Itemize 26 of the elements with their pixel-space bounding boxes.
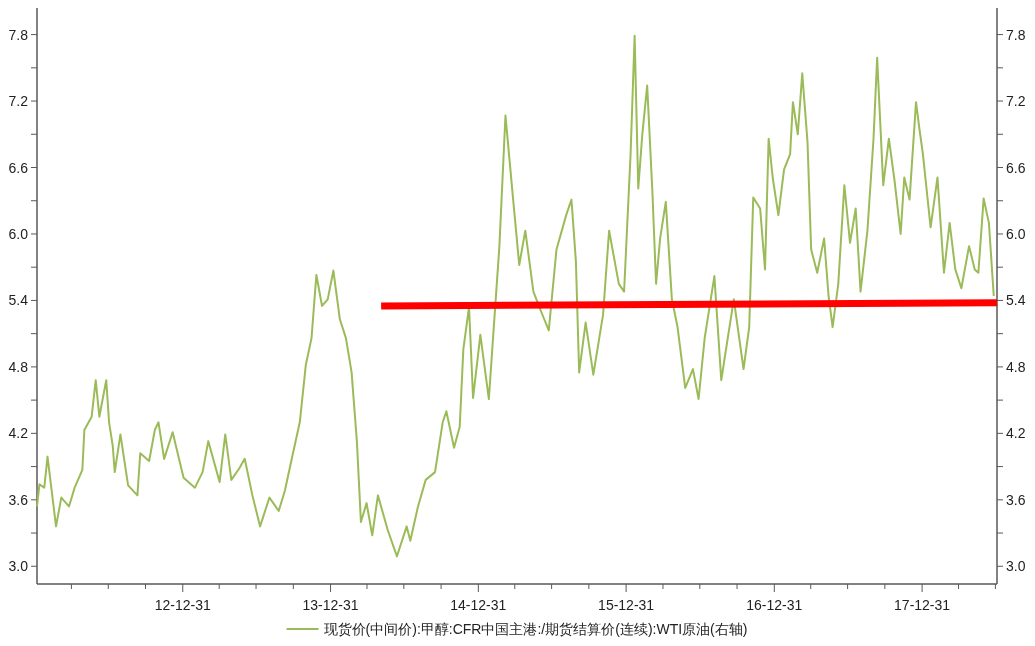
x-tick-label: 15-12-31 bbox=[598, 597, 655, 613]
y-tick-label: 4.8 bbox=[8, 358, 29, 375]
x-tick-label: 12-12-31 bbox=[154, 597, 211, 613]
x-tick-label: 13-12-31 bbox=[302, 597, 359, 613]
y2-tick-label: 5.4 bbox=[1006, 292, 1026, 309]
y-tick-label: 7.2 bbox=[8, 93, 29, 110]
y2-tick-label: 3.0 bbox=[1006, 558, 1026, 575]
y2-tick-label: 6.6 bbox=[1006, 159, 1026, 176]
y2-tick-label: 7.2 bbox=[1006, 93, 1026, 110]
legend-label: 现货价(中间价):甲醇:CFR中国主港:/期货结算价(连续):WTI原油(右轴) bbox=[323, 621, 748, 637]
x-tick-label: 16-12-31 bbox=[746, 597, 803, 613]
y2-tick-label: 3.6 bbox=[1006, 491, 1026, 508]
y-tick-label: 6.6 bbox=[8, 159, 29, 176]
y2-tick-label: 7.8 bbox=[1006, 26, 1026, 43]
y2-tick-label: 4.2 bbox=[1006, 425, 1026, 442]
y-tick-label: 7.8 bbox=[8, 26, 29, 43]
y-tick-label: 3.6 bbox=[8, 491, 29, 508]
x-tick-label: 17-12-31 bbox=[894, 597, 951, 613]
line-series bbox=[36, 34, 995, 558]
y2-tick-label: 4.8 bbox=[1006, 358, 1026, 375]
y-tick-label: 6.0 bbox=[8, 225, 29, 242]
y2-tick-label: 6.0 bbox=[1006, 225, 1026, 242]
y-tick-label: 3.0 bbox=[8, 558, 29, 575]
x-tick-label: 14-12-31 bbox=[450, 597, 507, 613]
y-tick-label: 4.2 bbox=[8, 425, 29, 442]
y-tick-label: 5.4 bbox=[8, 292, 29, 309]
